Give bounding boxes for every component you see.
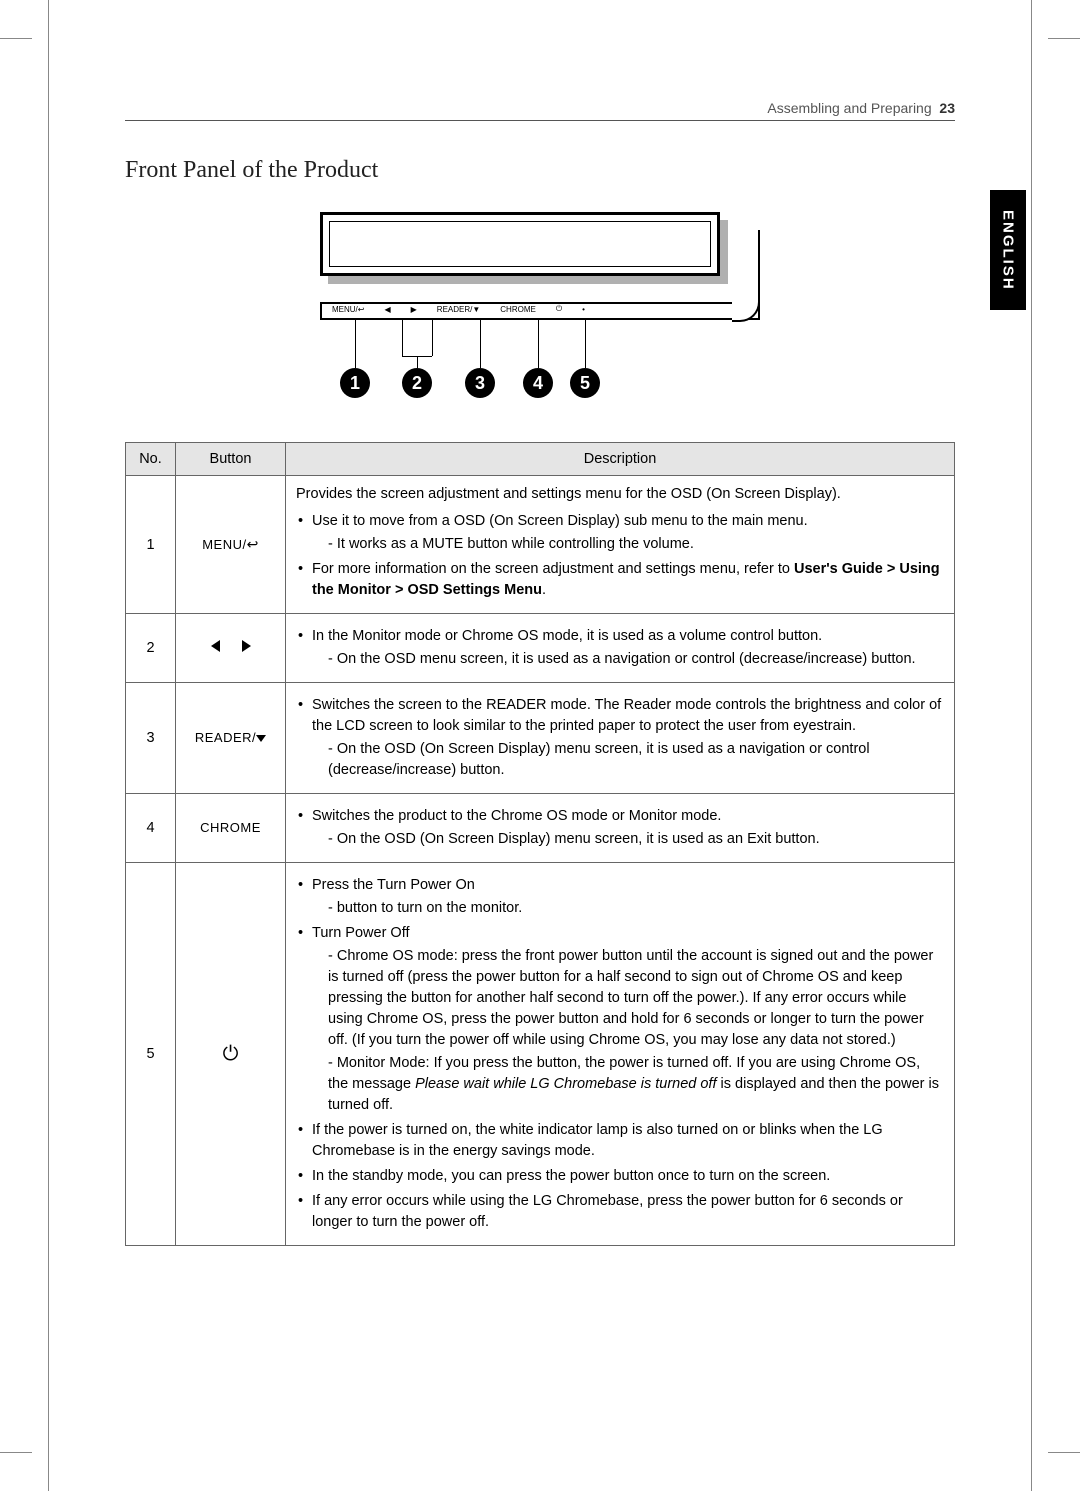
bullet-item: In the standby mode, you can press the p… [296, 1166, 944, 1187]
bullet-item: Switches the product to the Chrome OS mo… [296, 806, 944, 850]
bullet-item: If the power is turned on, the white ind… [296, 1120, 944, 1162]
col-header-button: Button [176, 443, 286, 476]
cell-description: Provides the screen adjustment and setti… [286, 476, 955, 614]
front-panel-diagram: MENU/↩ ◀ ▶ READER/▼ CHROME ⏻ • 1 2 3 4 5 [300, 212, 780, 412]
sub-text: - Monitor Mode: If you press the button,… [312, 1053, 944, 1116]
sub-text: - On the OSD (On Screen Display) menu sc… [312, 829, 944, 850]
sub-text: - On the OSD (On Screen Display) menu sc… [312, 739, 944, 781]
callout-3: 3 [465, 368, 495, 398]
cell-no: 3 [126, 683, 176, 794]
language-tab: ENGLISH [990, 190, 1026, 310]
crop-mark [1048, 38, 1080, 39]
table-row: 3 READER/Switches the screen to the READE… [126, 683, 955, 794]
cell-button: MENU/↩ [176, 476, 286, 614]
panel-label: MENU/↩ [332, 305, 364, 314]
bullet-item: Switches the screen to the READER mode. … [296, 695, 944, 781]
panel-label: ◀ [384, 305, 390, 314]
left-arrow-icon [211, 640, 220, 652]
crop-mark [0, 1452, 32, 1453]
cell-button [176, 614, 286, 683]
callout-1: 1 [340, 368, 370, 398]
cell-no: 1 [126, 476, 176, 614]
sub-text: - button to turn on the monitor. [312, 898, 944, 919]
power-icon: ⏻ [223, 1043, 239, 1065]
bullet-item: If any error occurs while using the LG C… [296, 1191, 944, 1233]
sub-text: - Chrome OS mode: press the front power … [312, 946, 944, 1051]
col-header-description: Description [286, 443, 955, 476]
panel-label: CHROME [500, 305, 536, 314]
cell-button: CHROME [176, 794, 286, 863]
callout-5: 5 [570, 368, 600, 398]
crop-mark [1048, 1452, 1080, 1453]
cell-description: In the Monitor mode or Chrome OS mode, i… [286, 614, 955, 683]
panel-label: ⏻ [556, 304, 562, 314]
col-header-no: No. [126, 443, 176, 476]
panel-button-labels: MENU/↩ ◀ ▶ READER/▼ CHROME ⏻ • [332, 304, 585, 314]
panel-label: ▶ [411, 305, 417, 314]
table-row: 2 In the Monitor mode or Chrome OS mode, … [126, 614, 955, 683]
chrome-button-label: CHROME [200, 820, 261, 835]
table-row: 4 CHROME Switches the product to the Chrom… [126, 794, 955, 863]
table-row: 1 MENU/↩ Provides the screen adjustment an… [126, 476, 955, 614]
cell-description: Press the Turn Power On- button to turn … [286, 863, 955, 1246]
table-row: 5 ⏻ Press the Turn Power On- button to tur… [126, 863, 955, 1246]
button-description-table: No. Button Description 1 MENU/↩ Provides t… [125, 442, 955, 1246]
panel-label: READER/▼ [437, 305, 480, 314]
crop-mark [0, 38, 32, 39]
sub-text: - On the OSD menu screen, it is used as … [312, 649, 944, 670]
sub-text: - It works as a MUTE button while contro… [312, 534, 944, 555]
page-number: 23 [939, 100, 955, 116]
cell-no: 4 [126, 794, 176, 863]
menu-button-label: MENU/↩ [202, 537, 259, 552]
callout-4: 4 [523, 368, 553, 398]
bullet-item: Turn Power Off- Chrome OS mode: press th… [296, 923, 944, 1116]
row-lead-text: Provides the screen adjustment and setti… [296, 484, 944, 505]
reader-button-label: READER/ [195, 730, 266, 745]
cell-button: READER/ [176, 683, 286, 794]
section-title: Front Panel of the Product [125, 157, 955, 184]
bullet-item: In the Monitor mode or Chrome OS mode, i… [296, 626, 944, 670]
bullet-item: Use it to move from a OSD (On Screen Dis… [296, 511, 944, 555]
panel-label: • [582, 305, 585, 314]
callout-2: 2 [402, 368, 432, 398]
cell-no: 5 [126, 863, 176, 1246]
running-header: Assembling and Preparing 23 [125, 100, 955, 121]
page-content: Assembling and Preparing 23 Front Panel … [125, 100, 955, 1246]
header-section: Assembling and Preparing [767, 100, 931, 116]
cell-no: 2 [126, 614, 176, 683]
cell-description: Switches the screen to the READER mode. … [286, 683, 955, 794]
cell-button: ⏻ [176, 863, 286, 1246]
cell-description: Switches the product to the Chrome OS mo… [286, 794, 955, 863]
right-arrow-icon [242, 640, 251, 652]
bullet-item: Press the Turn Power On- button to turn … [296, 875, 944, 919]
bullet-item: For more information on the screen adjus… [296, 559, 944, 601]
